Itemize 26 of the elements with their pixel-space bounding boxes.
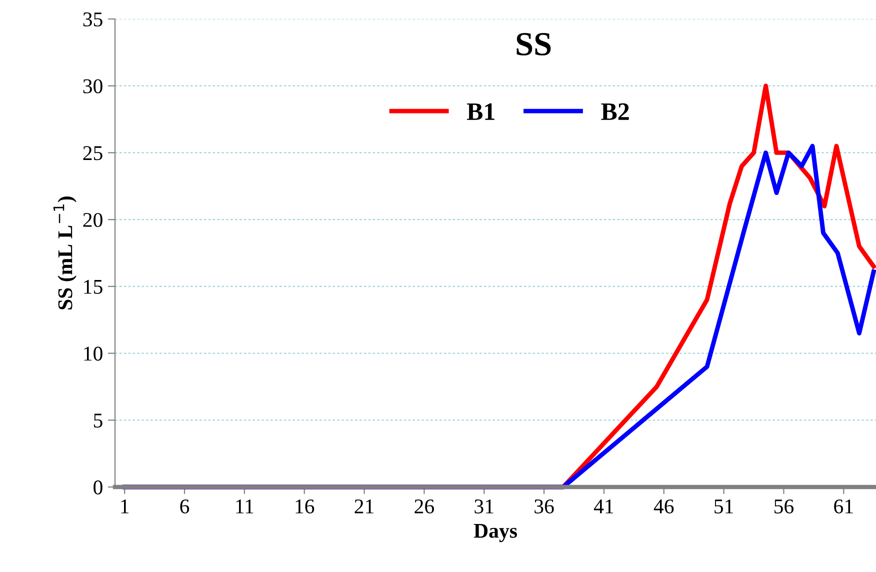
x-tick-label: 11 — [236, 500, 254, 514]
y-tick-label: 25 — [83, 146, 102, 160]
y-axis-title: SS (mL L$^{−1}$) — [53, 196, 77, 310]
legend-label: B1 — [466, 103, 494, 120]
legend-label: B2 — [601, 103, 629, 120]
x-tick-label: 56 — [774, 499, 794, 514]
chart-title: SS — [516, 33, 551, 56]
x-tick-label: 16 — [296, 499, 314, 514]
y-tick-label: 35 — [83, 12, 102, 26]
x-tick-label: 41 — [594, 500, 614, 514]
x-tick-label: 31 — [474, 499, 494, 514]
y-tick-label: 0 — [94, 480, 102, 494]
y-tick-label: 20 — [83, 212, 102, 228]
x-tick-label: 1 — [121, 500, 129, 514]
y-tick-label: 10 — [84, 346, 102, 361]
x-tick-label: 26 — [414, 499, 434, 514]
y-tick-label: 30 — [83, 79, 102, 94]
x-tick-label: 21 — [354, 499, 374, 514]
x-tick-label: 51 — [714, 500, 733, 514]
x-axis-title: Days — [474, 524, 517, 542]
x-tick-label: 46 — [654, 499, 674, 514]
y-tick-label: 5 — [94, 414, 102, 428]
x-tick-label: 6 — [180, 499, 190, 514]
y-tick-label: 15 — [84, 280, 102, 294]
x-tick-label: 36 — [534, 499, 554, 514]
x-tick-label: 61 — [834, 499, 853, 514]
